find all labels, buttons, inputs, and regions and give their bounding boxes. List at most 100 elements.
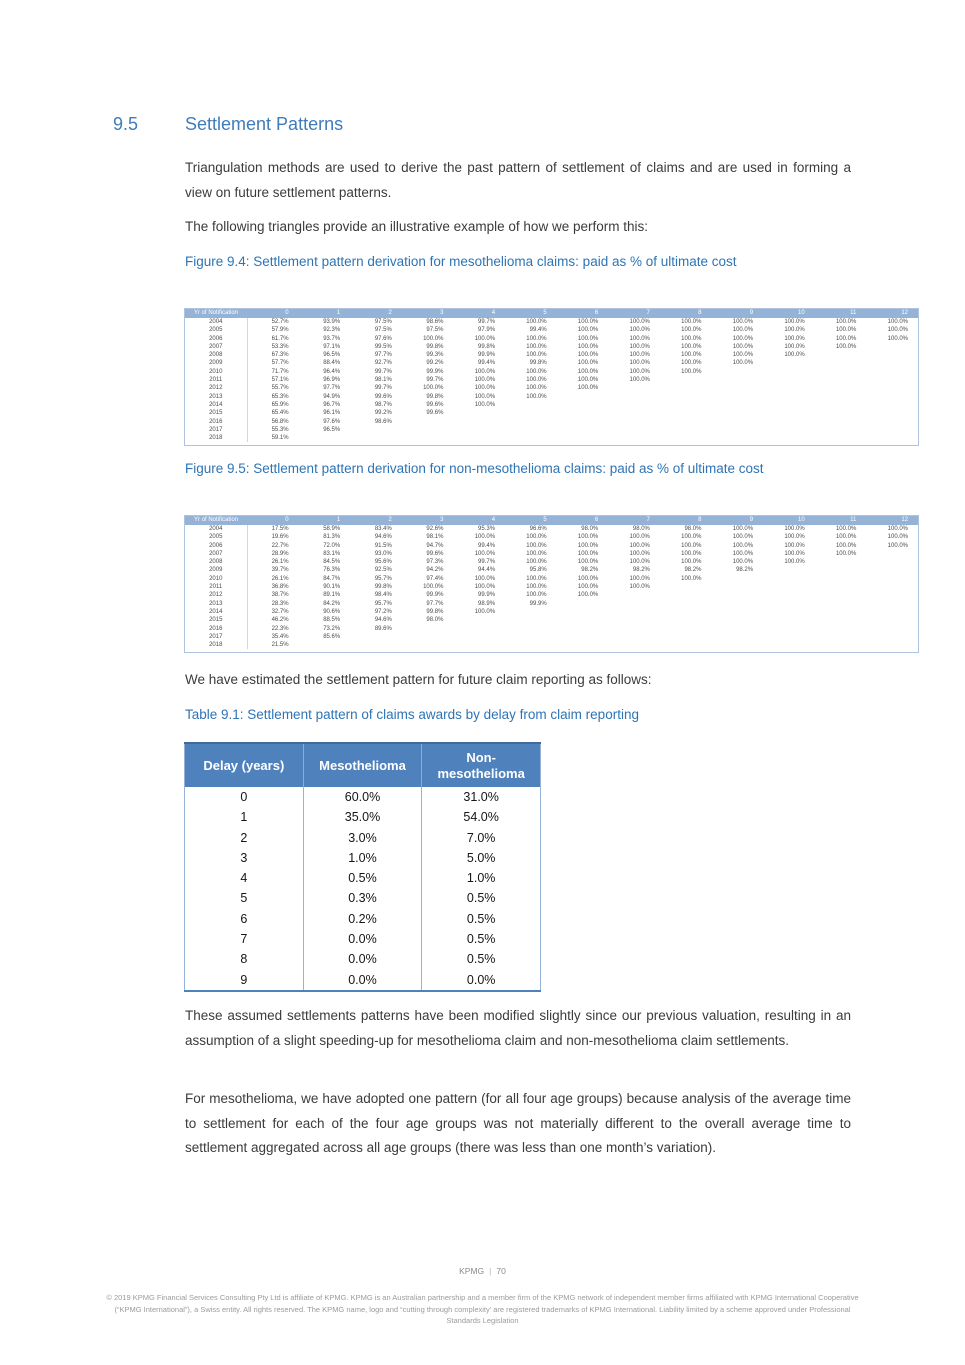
table-cell: 100.0% <box>577 319 599 325</box>
column-header: 6 <box>556 516 609 525</box>
figure-9-4-caption: Figure 9.4: Settlement pattern derivatio… <box>185 254 737 269</box>
row-label-cell: 2007 <box>185 342 248 352</box>
table-cell: 100.0% <box>784 352 805 359</box>
row-label-cell: 2011 <box>185 376 248 385</box>
table-cell: 93.9% <box>323 319 341 325</box>
table-cell: 0.3% <box>302 888 422 909</box>
row-label-cell: 2014 <box>185 607 248 617</box>
table-cell: 93.7% <box>323 335 341 342</box>
row-label-cell: 2008 <box>185 351 248 360</box>
table-cell: 31.0% <box>421 787 541 808</box>
table-cell: 0.2% <box>302 908 422 930</box>
table-cell: 96.7% <box>323 401 341 408</box>
table-cell: 57.9% <box>271 327 289 334</box>
row-label-cell: 2016 <box>185 417 248 426</box>
table-cell: 100.0% <box>577 534 599 541</box>
settlement-pattern-table: Delay (years) Mesothelioma Non-mesotheliom… <box>184 742 541 992</box>
data-table: Yr of Notification 0 1 2 3 4 5 6 7 8 9 10 11 12 2004 52… <box>185 309 918 443</box>
table-row: 2007 53.3% 97.1% 99.5% 99.8% 99.8% 100.0% 100.0… <box>185 342 918 352</box>
table-cell: 100.0% <box>835 526 857 532</box>
table-cell: 100.0% <box>732 526 754 532</box>
paragraph-modified: These assumed settlements patterns have … <box>185 1008 851 1048</box>
table-cell: 65.3% <box>271 393 289 400</box>
row-label-cell: 5 <box>240 891 248 906</box>
table-row: 6 0.2% 0.5% <box>185 908 541 930</box>
table-cell: 99.9% <box>529 600 547 607</box>
table-cell: 56.8% <box>271 418 289 425</box>
table-cell: 100.0% <box>629 575 650 582</box>
table-cell: 99.5% <box>374 343 392 350</box>
table-cell: 100.0% <box>474 385 496 392</box>
table-row: 2015 65.4% 96.1% 99.2% 99.6% <box>185 409 918 418</box>
row-label-cell: 2007 <box>185 549 248 559</box>
row-label-cell: 2018 <box>185 641 248 650</box>
column-header: 12 <box>866 516 918 525</box>
table-cell: 99.6% <box>426 410 444 417</box>
table-cell: 100.0% <box>681 343 702 350</box>
table-row: 2013 28.3% 84.2% 95.7% 97.7% 98.9% 99.9% <box>185 599 918 608</box>
table-cell: 98.0% <box>632 526 650 532</box>
table-cell: 100.0% <box>681 550 702 557</box>
table-cell: 100.0% <box>835 550 857 557</box>
table-cell: 89.1% <box>323 592 341 599</box>
table-cell: 100.0% <box>835 327 857 334</box>
table-cell: 95.7% <box>374 600 392 607</box>
table-row: 4 0.5% 1.0% <box>185 868 541 889</box>
table-cell: 100.0% <box>732 327 754 334</box>
table-row: 5 0.3% 0.5% <box>185 888 541 909</box>
table-cell: 97.9% <box>478 327 496 334</box>
table-cell: 99.8% <box>478 343 496 350</box>
table-cell: 100.0% <box>681 575 702 582</box>
table-cell: 26.1% <box>271 559 289 566</box>
column-header: 8 <box>659 516 712 525</box>
figure-9-5-caption: Figure 9.5: Settlement pattern derivatio… <box>185 461 764 476</box>
table-row: 2004 17.5% 58.9% 83.4% 92.6% 95.3% 96.6% 98.0% 9… <box>185 525 918 534</box>
table-cell: 100.0% <box>681 335 702 342</box>
table-cell: 100.0% <box>681 368 702 375</box>
page-footer-number: KPMG | 70 <box>0 1266 965 1276</box>
table-cell: 94.9% <box>323 393 341 400</box>
table-cell: 98.2% <box>736 567 754 574</box>
table-cell: 100.0% <box>577 335 599 342</box>
table-cell: 97.1% <box>323 343 341 350</box>
table-cell: 100.0% <box>732 360 754 367</box>
figure-9-4-triangle-table: Yr of Notification 0 1 2 3 4 5 6 7 8 9 10 11 12 2004 52… <box>184 308 919 447</box>
table-row: 2016 56.8% 97.6% 98.6% <box>185 417 918 426</box>
table-cell: 100.0% <box>526 319 547 325</box>
row-label-cell: 9 <box>240 972 248 987</box>
table-cell: 100.0% <box>784 327 805 334</box>
table-cell: 35.4% <box>271 633 289 640</box>
table-cell: 99.6% <box>374 393 392 400</box>
table-cell: 100.0% <box>577 327 599 334</box>
table-cell: 90.1% <box>323 584 341 591</box>
table-cell: 72.0% <box>323 542 341 549</box>
table-cell: 26.1% <box>271 575 289 582</box>
table-cell: 99.7% <box>374 385 392 392</box>
row-label-cell: 4 <box>240 871 248 886</box>
table-cell: 99.4% <box>478 360 496 367</box>
row-label-cell: 6 <box>240 911 248 926</box>
table-cell: 100.0% <box>474 550 496 557</box>
table-row: 2011 36.8% 90.1% 99.8% 100.0% 100.0% 100.0% 100… <box>185 583 918 592</box>
column-header: 5 <box>505 516 557 525</box>
table-cell: 99.2% <box>426 360 444 367</box>
row-label-cell: 2013 <box>185 599 248 608</box>
table-cell: 97.4% <box>426 575 444 582</box>
table-cell: 100.0% <box>577 343 599 350</box>
table-cell: 28.9% <box>271 550 289 557</box>
table-cell: 100.0% <box>887 319 908 325</box>
table-cell: 100.0% <box>577 352 599 359</box>
table-row: 2006 61.7% 93.7% 97.6% 100.0% 100.0% 100.0% 100… <box>185 334 918 343</box>
table-cell: 100.0% <box>784 319 805 325</box>
table-cell: 94.6% <box>374 617 392 624</box>
row-label-cell: 2013 <box>185 392 248 401</box>
column-header: 2 <box>350 516 402 525</box>
table-cell: 100.0% <box>629 319 650 325</box>
table-cell: 100.0% <box>835 534 857 541</box>
table-cell: 100.0% <box>526 542 547 549</box>
table-cell: 99.7% <box>374 368 392 375</box>
table-cell: 93.0% <box>374 550 392 557</box>
table-cell: 100.0% <box>526 368 547 375</box>
table-cell: 100.0% <box>681 559 702 566</box>
table-row: 8 0.0% 0.5% <box>185 949 541 970</box>
